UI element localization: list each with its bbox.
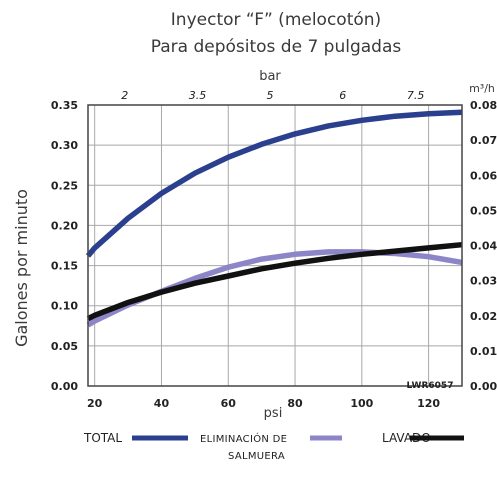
x-tick-label: 40 [154,397,170,410]
plot-frame [87,104,463,387]
y-tick-label: 0.10 [51,300,78,313]
legend-label: LAVADO [382,431,431,445]
legend-label-line: SALMUERA [228,451,285,462]
y2-tick-label: 0.04 [470,240,497,253]
legend-label: TOTAL [83,431,122,445]
x-tick-label: 60 [221,397,237,410]
series-lines [85,109,463,328]
series-line [85,109,463,258]
grid-lines [88,104,462,387]
legend-label: ELIMINACIÓN DE SALMUERA [200,432,287,462]
x-tick-label: 80 [287,397,303,410]
chart-subtitle: Para depósitos de 7 pulgadas [151,37,402,57]
y-tick-label: 0.00 [51,380,78,393]
y-tick-label: 0.20 [51,219,78,232]
y2-tick-label: 0.07 [470,134,497,147]
y2-tick-label: 0.01 [470,345,497,358]
series-line [86,249,463,328]
x2-tick-label: 6 [339,89,346,102]
y2-tick-label: 0.00 [470,380,497,393]
y-tick-label: 0.35 [51,99,78,112]
x-tick-label: 20 [87,397,103,410]
x-tick-label: 100 [350,397,373,410]
x-tick-label: 120 [417,397,440,410]
tick-labels: 20 40 60 80 100 120 0.00 0.05 0.10 0.15 0.20 0.25 0.… [51,89,497,410]
y2-tick-label: 0.05 [470,204,497,217]
y-tick-label: 0.30 [51,139,78,152]
y-tick-label: 0.15 [51,260,78,273]
top-axis-label: bar [259,69,281,84]
legend-label-line: LAVADO [382,431,431,445]
y-tick-label: 0.05 [51,340,78,353]
legend-label-line: TOTAL [83,431,122,445]
x2-tick-label: 3.5 [189,89,207,102]
chart-title: Inyector “F” (melocotón) [171,10,381,30]
legend-label-line: ELIMINACIÓN DE [200,432,287,445]
plot-border [87,104,463,387]
y-axis-label: Galones por minuto [12,189,31,347]
y2-tick-label: 0.08 [470,99,497,112]
y2-tick-label: 0.03 [470,275,497,288]
right-axis-label: m³/h [469,82,495,95]
x2-tick-label: 7.5 [407,89,425,102]
y2-tick-label: 0.02 [470,310,497,323]
x2-tick-label: 5 [266,89,273,102]
x2-tick-label: 2 [121,89,128,102]
y2-tick-label: 0.06 [470,169,497,182]
y-tick-label: 0.25 [51,179,78,192]
chart-code-annotation: LWR6057 [407,381,454,391]
x-axis-label: psi [264,406,283,421]
legend: TOTAL ELIMINACIÓN DE SALMUERA LAVADO [83,431,464,462]
series-line [86,241,463,322]
